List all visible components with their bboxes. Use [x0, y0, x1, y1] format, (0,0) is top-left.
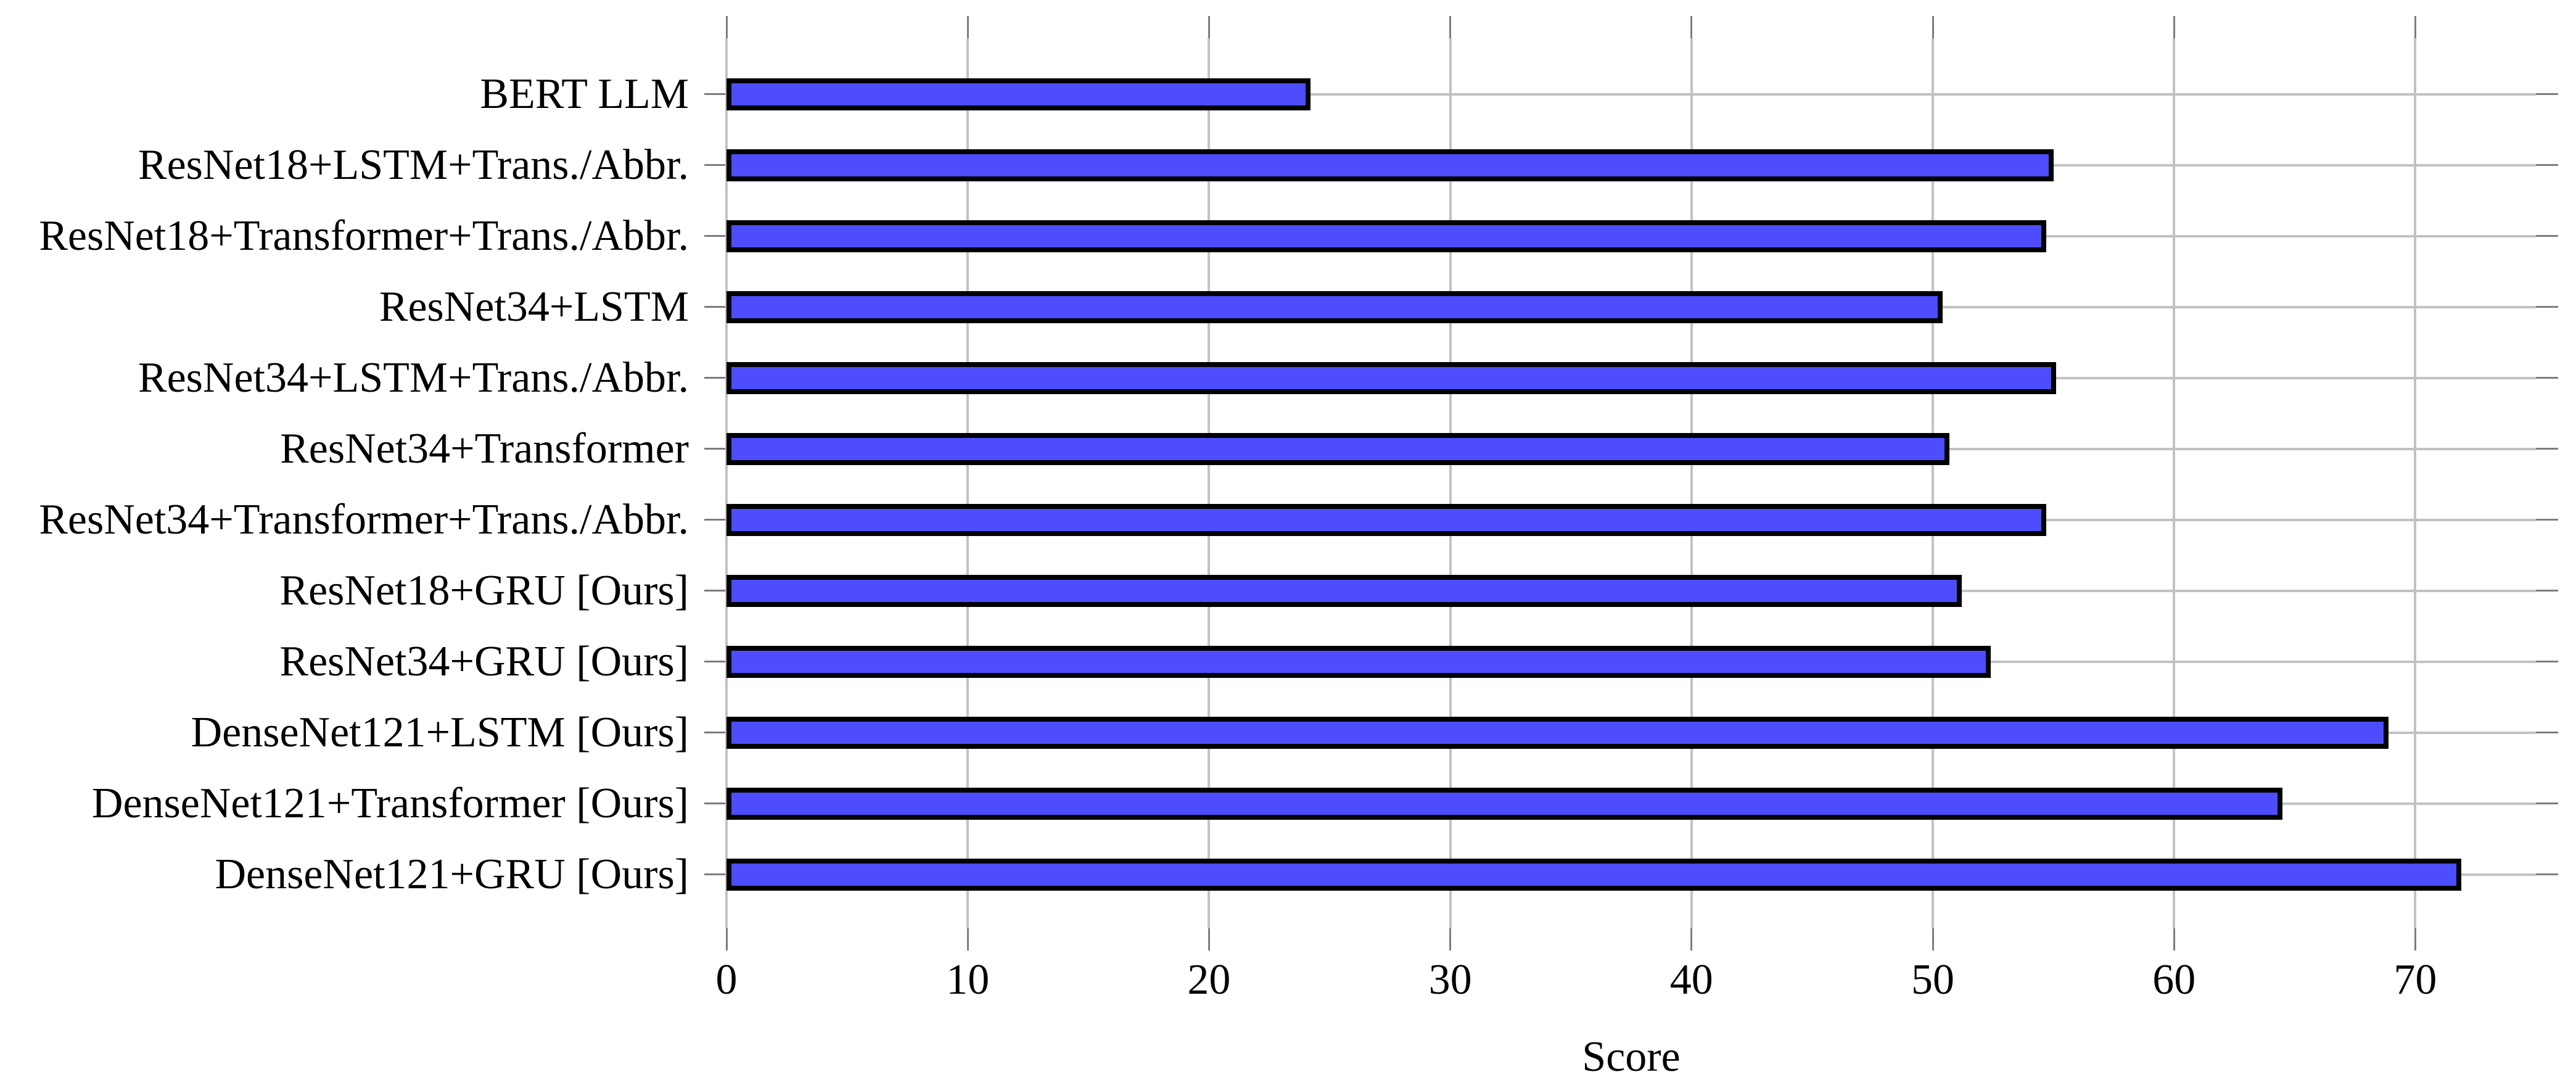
x-tick-top — [1690, 16, 1693, 38]
category-label: ResNet18+LSTM+Trans./Abbr. — [138, 141, 689, 189]
vertical-gridline — [1208, 38, 1211, 928]
vertical-gridline — [1449, 38, 1452, 928]
category-label: ResNet34+Transformer — [280, 424, 689, 472]
y-tick-right — [2536, 448, 2558, 450]
category-label: ResNet18+Transformer+Trans./Abbr. — [39, 212, 689, 260]
bar — [726, 503, 2046, 536]
vertical-gridline — [725, 38, 728, 928]
y-tick-right — [2536, 377, 2558, 379]
x-tick-top — [1449, 16, 1452, 38]
x-tick-bottom — [966, 928, 969, 951]
y-tick-right — [2536, 306, 2558, 308]
category-label: DenseNet121+Transformer [Ours] — [91, 779, 689, 827]
y-tick-right — [2536, 802, 2558, 804]
y-tick-left — [704, 448, 726, 450]
category-label: ResNet34+GRU [Ours] — [279, 637, 689, 685]
y-tick-left — [704, 661, 726, 662]
y-tick-right — [2536, 590, 2558, 592]
y-tick-left — [704, 164, 726, 166]
vertical-gridline — [2173, 38, 2176, 928]
y-tick-right — [2536, 519, 2558, 521]
x-tick-bottom — [2173, 928, 2175, 951]
x-tick-bottom — [1932, 928, 1934, 951]
bar — [726, 432, 1950, 465]
y-tick-left — [704, 873, 726, 875]
category-label: DenseNet121+LSTM [Ours] — [191, 708, 689, 756]
x-tick-label: 30 — [1428, 956, 1472, 1004]
bar — [726, 149, 2054, 181]
x-tick-bottom — [1690, 928, 1693, 951]
y-tick-left — [704, 590, 726, 592]
x-tick-top — [725, 16, 728, 38]
x-tick-bottom — [1208, 928, 1210, 951]
y-tick-left — [704, 802, 726, 804]
y-tick-right — [2536, 661, 2558, 662]
bar — [726, 291, 1943, 323]
y-tick-left — [704, 519, 726, 521]
x-tick-label: 0 — [715, 956, 738, 1004]
x-tick-label: 20 — [1187, 956, 1231, 1004]
y-tick-right — [2536, 732, 2558, 733]
x-tick-top — [966, 16, 969, 38]
bar — [726, 858, 2461, 891]
vertical-gridline — [1690, 38, 1693, 928]
vertical-gridline — [1932, 38, 1934, 928]
vertical-gridline — [966, 38, 969, 928]
bar — [726, 220, 2046, 252]
category-label: ResNet34+LSTM — [379, 283, 689, 331]
x-tick-top — [1208, 16, 1210, 38]
bar — [726, 361, 2056, 394]
category-label: ResNet18+GRU [Ours] — [279, 566, 689, 614]
vertical-gridline — [2414, 38, 2417, 928]
x-tick-bottom — [1449, 928, 1452, 951]
x-tick-top — [2414, 16, 2416, 38]
y-tick-right — [2536, 93, 2558, 95]
bar — [726, 645, 1991, 678]
x-tick-label: 10 — [946, 956, 990, 1004]
bar — [726, 787, 2283, 820]
x-tick-top — [1932, 16, 1934, 38]
horizontal-gridline — [726, 93, 2536, 96]
x-tick-bottom — [2414, 928, 2416, 951]
category-label: BERT LLM — [480, 70, 689, 118]
y-tick-left — [704, 306, 726, 308]
bar — [726, 574, 1962, 607]
x-tick-label: 70 — [2393, 956, 2437, 1004]
y-tick-right — [2536, 164, 2558, 166]
y-tick-right — [2536, 873, 2558, 875]
y-tick-left — [704, 732, 726, 733]
x-tick-label: 60 — [2152, 956, 2196, 1004]
y-tick-right — [2536, 235, 2558, 237]
bar — [726, 78, 1311, 110]
plot-area — [704, 16, 2558, 951]
y-tick-left — [704, 93, 726, 95]
x-tick-bottom — [725, 928, 728, 951]
y-tick-left — [704, 235, 726, 237]
category-label: DenseNet121+GRU [Ours] — [215, 850, 689, 898]
x-axis-title: Score — [1582, 1033, 1681, 1081]
y-tick-left — [704, 377, 726, 379]
category-label: ResNet34+LSTM+Trans./Abbr. — [138, 353, 689, 402]
bar — [726, 716, 2389, 749]
x-tick-label: 50 — [1911, 956, 1954, 1004]
x-tick-label: 40 — [1669, 956, 1713, 1004]
x-tick-top — [2173, 16, 2175, 38]
category-label: ResNet34+Transformer+Trans./Abbr. — [39, 495, 689, 543]
